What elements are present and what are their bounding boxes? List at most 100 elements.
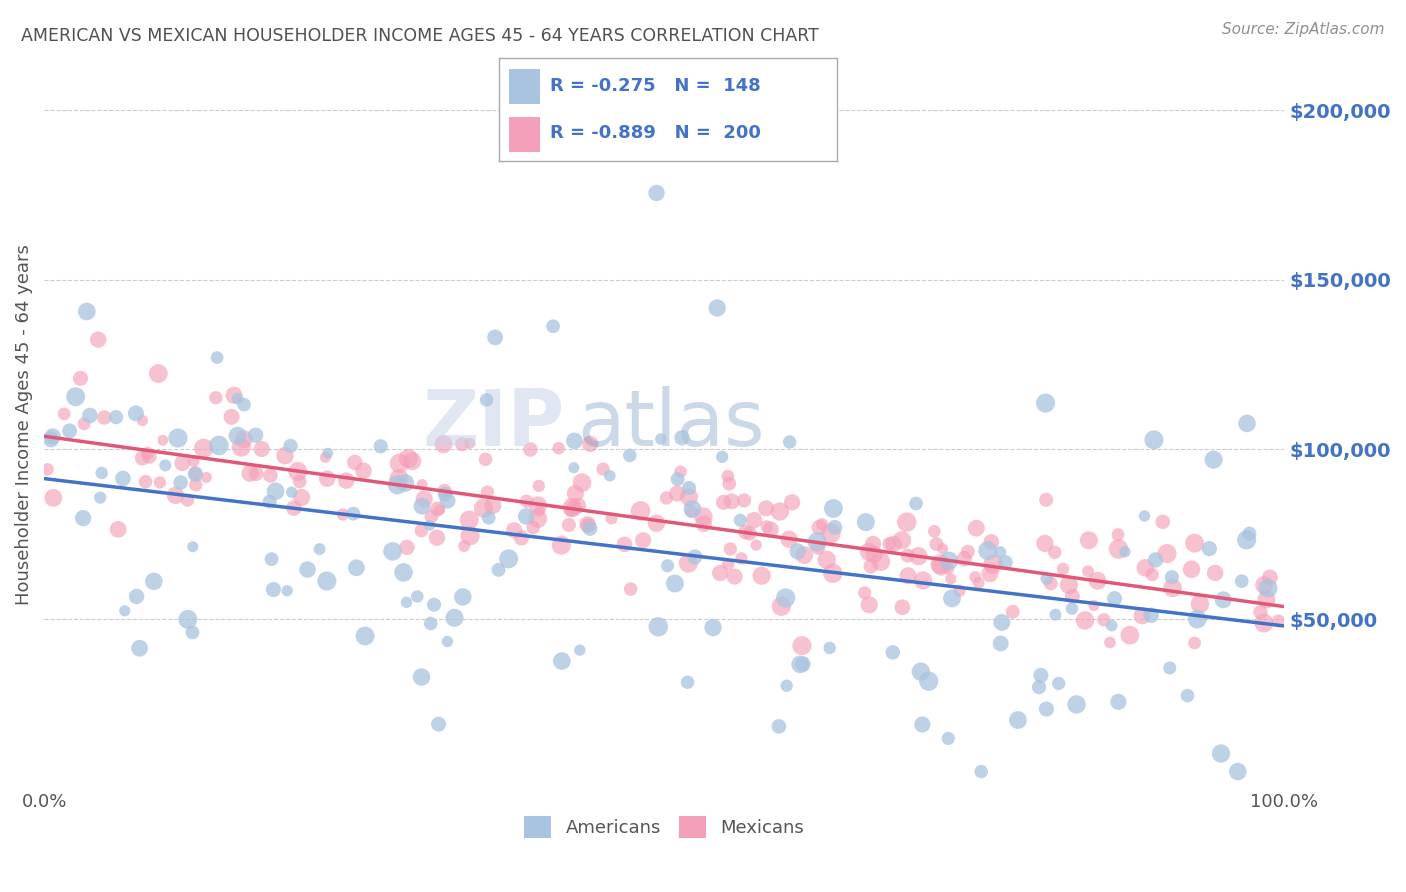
- Point: [1180, 562, 1202, 576]
- Point: [111, 471, 134, 485]
- Point: [568, 643, 591, 657]
- Point: [1043, 545, 1066, 559]
- Y-axis label: Householder Income Ages 45 - 64 years: Householder Income Ages 45 - 64 years: [15, 244, 32, 605]
- Point: [354, 629, 377, 643]
- Point: [208, 438, 231, 452]
- Point: [853, 586, 876, 600]
- Point: [288, 475, 311, 489]
- Point: [683, 549, 706, 564]
- Point: [413, 491, 436, 506]
- Point: [105, 410, 128, 425]
- Point: [1028, 680, 1050, 694]
- Point: [1257, 581, 1279, 595]
- Point: [1212, 592, 1234, 607]
- Point: [600, 511, 623, 525]
- Point: [432, 437, 454, 451]
- Point: [1119, 628, 1142, 642]
- Point: [1140, 608, 1163, 623]
- Point: [650, 432, 672, 446]
- Point: [287, 465, 309, 479]
- Point: [472, 501, 495, 516]
- Point: [1177, 689, 1199, 703]
- Point: [335, 474, 357, 488]
- Point: [89, 491, 111, 505]
- Point: [706, 301, 728, 315]
- Point: [245, 467, 267, 481]
- Point: [381, 544, 404, 558]
- Point: [1001, 605, 1024, 619]
- Point: [1092, 613, 1115, 627]
- Point: [1230, 574, 1253, 589]
- Point: [181, 540, 204, 554]
- Point: [1144, 553, 1167, 567]
- Point: [807, 541, 830, 555]
- Point: [808, 520, 831, 534]
- Point: [713, 495, 735, 509]
- Point: [433, 487, 456, 501]
- Point: [818, 640, 841, 655]
- Point: [1159, 661, 1181, 675]
- Point: [965, 570, 987, 584]
- Point: [181, 625, 204, 640]
- Point: [717, 558, 740, 572]
- Point: [709, 566, 731, 580]
- Point: [619, 449, 641, 463]
- Point: [745, 538, 768, 552]
- Point: [394, 475, 416, 490]
- Legend: Americans, Mexicans: Americans, Mexicans: [517, 809, 811, 845]
- Point: [515, 494, 537, 508]
- Point: [426, 531, 449, 545]
- Point: [882, 645, 904, 659]
- Point: [938, 554, 960, 568]
- Point: [561, 501, 583, 516]
- Point: [780, 495, 803, 509]
- Point: [1077, 533, 1099, 548]
- Point: [1198, 541, 1220, 556]
- Point: [529, 504, 551, 518]
- Point: [239, 467, 262, 481]
- Point: [576, 517, 599, 532]
- Point: [388, 456, 411, 470]
- Point: [1045, 607, 1067, 622]
- Point: [770, 599, 793, 614]
- Point: [184, 478, 207, 492]
- Point: [1239, 526, 1261, 541]
- Point: [503, 523, 526, 537]
- Point: [426, 502, 449, 516]
- Point: [806, 535, 828, 549]
- Point: [387, 477, 409, 491]
- Point: [1108, 541, 1130, 556]
- Point: [702, 621, 724, 635]
- Point: [613, 537, 636, 551]
- Point: [76, 304, 98, 318]
- Point: [858, 545, 880, 559]
- Point: [42, 429, 65, 443]
- Point: [1035, 572, 1057, 586]
- Point: [666, 486, 689, 500]
- Point: [519, 442, 541, 457]
- Point: [929, 557, 952, 571]
- Point: [939, 572, 962, 586]
- Point: [1133, 508, 1156, 523]
- Point: [343, 455, 366, 469]
- Point: [811, 517, 834, 532]
- Point: [87, 333, 110, 347]
- Point: [478, 510, 501, 524]
- Point: [931, 559, 953, 574]
- Point: [114, 604, 136, 618]
- Point: [976, 543, 998, 558]
- Point: [1253, 578, 1275, 592]
- Point: [579, 521, 602, 535]
- Point: [717, 469, 740, 483]
- Point: [1185, 612, 1208, 626]
- Point: [176, 493, 198, 508]
- Point: [863, 547, 886, 561]
- Point: [458, 529, 481, 543]
- Point: [262, 582, 284, 597]
- Point: [768, 719, 790, 733]
- Point: [859, 559, 882, 574]
- Point: [645, 516, 668, 531]
- Point: [1236, 417, 1258, 431]
- Point: [1226, 764, 1249, 779]
- Point: [1107, 695, 1129, 709]
